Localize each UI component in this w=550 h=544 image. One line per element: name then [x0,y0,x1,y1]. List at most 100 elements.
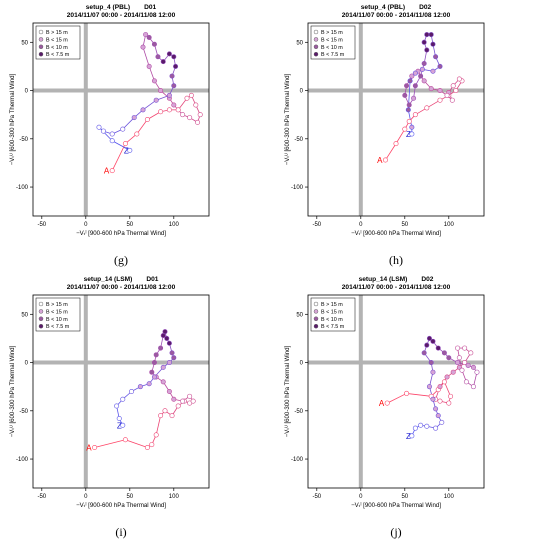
trajectory-point [96,124,102,130]
panel-caption: (i) [115,525,126,539]
trajectory-segment [142,47,150,67]
trajectory-point [407,78,413,84]
y-tick-label: 50 [21,40,28,46]
trajectory-point [158,413,164,419]
end-label: Z [117,421,122,430]
trajectory-segment [98,126,113,142]
trajectory-point [450,369,456,375]
trajectory-point [462,360,468,366]
y-tick-label: -100 [16,185,29,191]
trajectory-segment [142,99,157,111]
trajectory-point [160,379,166,385]
panel-caption: (j) [390,525,401,539]
trajectory-point [187,393,193,399]
trajectory-point [158,109,164,115]
legend-box [310,297,356,332]
trajectory-point [146,34,152,40]
legend-marker [38,323,44,329]
trajectory-point [404,83,410,89]
trajectory-point [162,408,168,414]
trajectory-point [151,41,157,47]
trajectory-point [428,86,434,92]
trajectory-point [180,112,186,118]
trajectory-point [419,66,425,72]
start-label: A [86,443,92,452]
x-tick-label: 50 [126,222,133,228]
trajectory-point [470,364,476,370]
y-tick-label: 0 [300,361,304,367]
trajectory-point [188,92,194,98]
trajectory-point [433,406,439,412]
trajectory-segment [94,439,126,448]
trajectory-point [474,369,480,375]
trajectory-point [169,350,175,356]
trajectory-point [455,345,461,351]
x-tick-label: 100 [169,494,180,500]
y-tick-label: 0 [25,361,29,367]
chart-subtitle: 2014/11/07 00:00 - 2014/11/08 12:00 [67,284,176,291]
legend-entry: B < 7.5 m [321,52,345,58]
y-tick-label: 50 [296,40,303,46]
end-label: Z [406,432,411,441]
trajectory-point [171,355,177,361]
trajectory-point [437,97,443,103]
trajectory-point [158,88,164,94]
start-label: A [377,156,383,165]
plot-frame [32,294,210,489]
trajectory-point [405,107,411,113]
trajectory-segment [122,117,135,130]
trajectory-point [166,92,172,98]
y-tick-label: 50 [296,312,303,318]
x-tick-label: -50 [312,222,321,228]
trajectory-point [404,390,410,396]
legend-entry: B < 10 m [321,317,343,323]
trajectory-segment [407,109,413,128]
legend-marker [313,51,319,57]
trajectory-point [409,124,415,130]
trajectory-point [449,97,455,103]
trajectory-point [160,364,166,370]
legend-box [310,25,356,60]
trajectory-point [109,138,115,144]
trajectory-point [402,92,408,98]
legend-marker [38,29,44,35]
trajectory-point [412,83,418,89]
trajectory-point [166,389,172,395]
trajectory-point [459,367,465,373]
chart-subtitle: 2014/11/07 00:00 - 2014/11/08 12:00 [342,12,451,19]
trajectory-point [153,432,159,438]
trajectory-point [465,362,471,368]
title-setup: setup_4 (PBL) [361,4,405,11]
title-setup: setup_14 (LSM) [84,276,133,283]
x-axis-label: −Vₜˡ [900-600 hPa Thermal Wind] [76,230,166,237]
trajectory-point [428,360,434,366]
trajectory-point [120,126,126,132]
legend: B > 15 mB < 15 m B < 10 mB < 7.5 m [35,297,81,332]
plot-frame [307,22,485,217]
trajectory-point [424,47,430,53]
trajectory-point [462,345,468,351]
legend-entry: B < 15 m [46,309,68,315]
x-tick-label: 100 [444,494,455,500]
y-tick-label: -50 [294,409,303,415]
legend-marker [313,301,319,307]
plot-frame [307,294,485,489]
y-tick-label: -100 [16,457,29,463]
legend-entry: B < 7.5 m [46,324,70,330]
trajectory-point [144,444,150,450]
legend-entry: B < 7.5 m [321,324,345,330]
trajectory-point [100,128,106,134]
trajectory-segment [444,381,451,397]
trajectory-point [430,68,436,74]
trajectory-point [437,384,443,390]
trajectory-point [140,107,146,113]
trajectory-point [164,335,170,341]
y-tick-label: 0 [25,89,29,95]
trajectory-point [175,107,181,113]
trajectory-point [197,112,203,118]
trajectory-point [453,88,459,94]
title-domain: D02 [419,4,431,11]
trajectory-point [180,398,186,404]
legend-box [35,25,81,60]
